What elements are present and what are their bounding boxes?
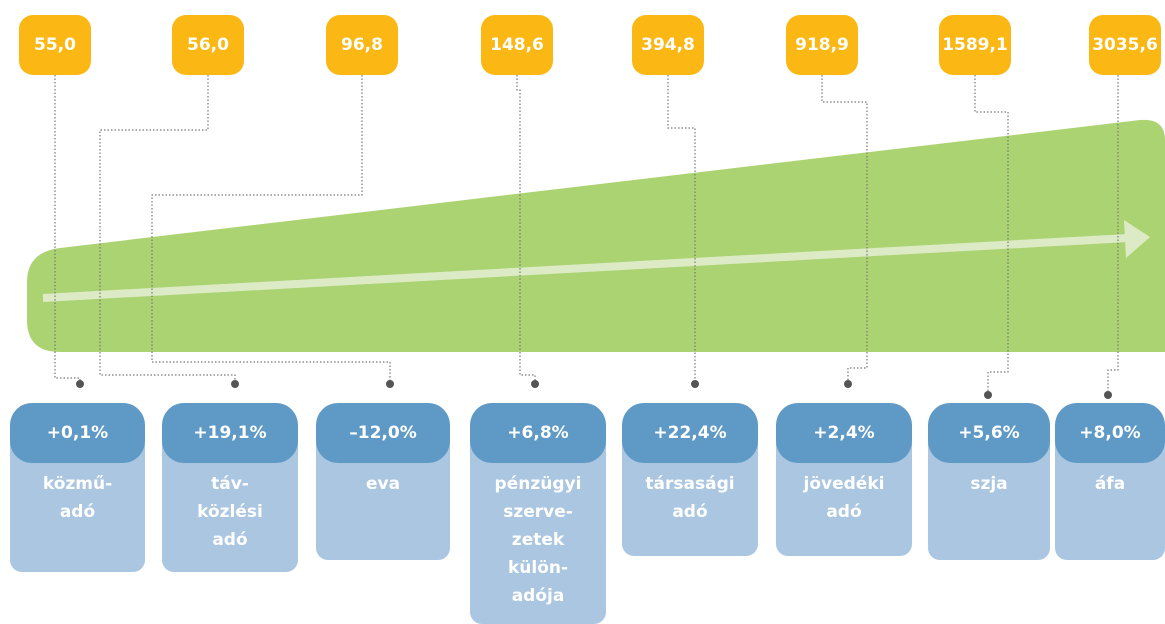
connector	[821, 75, 868, 382]
category-label: közlési	[197, 502, 263, 522]
connector-dot	[984, 391, 992, 399]
amount-box	[172, 15, 244, 75]
amount-box	[786, 15, 858, 75]
category-label: közmű-	[43, 474, 112, 494]
category-label: adója	[512, 586, 565, 606]
growth-band	[27, 119, 1165, 352]
label-box	[470, 430, 606, 624]
amount: 3035,6	[1092, 35, 1158, 55]
amount: 55,0	[34, 35, 76, 55]
category-label: külön-	[508, 558, 568, 578]
amount-box	[632, 15, 704, 75]
connector-dot	[1104, 391, 1112, 399]
category-label: adó	[672, 502, 707, 522]
connector	[99, 75, 236, 382]
amount-box	[939, 15, 1011, 75]
change-box	[622, 403, 758, 463]
change: +5,6%	[958, 423, 1019, 443]
category-label: társasági	[645, 474, 734, 494]
label-box	[10, 430, 145, 572]
category-label: jövedéki	[803, 474, 885, 494]
trend-arrow-head	[1124, 220, 1150, 258]
connector	[667, 75, 696, 382]
connector-dot	[386, 380, 394, 388]
amount-box	[19, 15, 91, 75]
change: +0,1%	[47, 423, 108, 443]
change: –12,0%	[349, 423, 416, 443]
amount-box	[481, 15, 553, 75]
category-label: táv-	[211, 474, 249, 494]
connector	[1107, 75, 1119, 393]
amount-box	[326, 15, 398, 75]
category-label: szerve-	[503, 502, 573, 522]
amount: 148,6	[490, 35, 544, 55]
change: +8,0%	[1079, 423, 1140, 443]
change-box	[470, 403, 606, 463]
change-box	[10, 403, 145, 463]
amount: 394,8	[641, 35, 695, 55]
connector-dot	[531, 380, 539, 388]
amount: 56,0	[187, 35, 229, 55]
change: +6,8%	[507, 423, 568, 443]
category-label: áfa	[1095, 474, 1125, 494]
change-box	[928, 403, 1050, 463]
label-box	[162, 430, 298, 572]
connector	[516, 75, 536, 382]
trend-arrow	[42, 234, 1129, 302]
category-label: pénzügyi	[495, 474, 582, 494]
category-label: eva	[366, 474, 400, 494]
amount: 1589,1	[942, 35, 1008, 55]
change-box	[316, 403, 450, 463]
category-label: adó	[826, 502, 861, 522]
change: +22,4%	[653, 423, 726, 443]
change-box	[1055, 403, 1165, 463]
connector-dot	[691, 380, 699, 388]
change-box	[162, 403, 298, 463]
connector	[974, 75, 1009, 393]
connector-dot	[76, 380, 84, 388]
connector-dot	[844, 380, 852, 388]
amount-box	[1089, 15, 1161, 75]
items: 55,0 +0,1% közmű-adó 56,0 +19,1% táv-közlési a…	[10, 15, 1165, 624]
amount: 918,9	[795, 35, 849, 55]
category-label: szja	[970, 474, 1007, 494]
amount: 96,8	[341, 35, 383, 55]
change: +2,4%	[813, 423, 874, 443]
connector-dot	[231, 380, 239, 388]
category-label: zetek	[512, 530, 565, 550]
category-label: adó	[60, 502, 95, 522]
change-box	[776, 403, 912, 463]
connector	[151, 75, 391, 382]
category-label: adó	[212, 530, 247, 550]
change: +19,1%	[193, 423, 266, 443]
